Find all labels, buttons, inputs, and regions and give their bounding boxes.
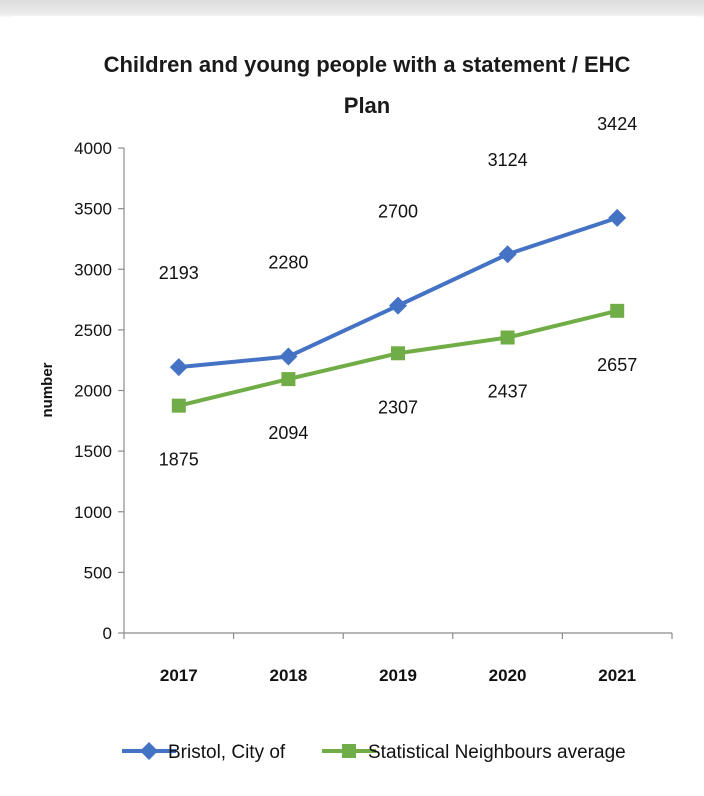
data-label: 2437 — [488, 382, 528, 402]
y-tick-label: 2500 — [74, 321, 112, 340]
y-axis-label: number — [39, 362, 56, 417]
y-tick-label: 0 — [103, 624, 112, 643]
legend: Bristol, City of Statistical Neighbours a… — [122, 742, 626, 763]
diamond-marker — [169, 358, 188, 377]
legend-label: Bristol, City of — [168, 742, 286, 763]
square-marker — [500, 330, 515, 345]
diamond-marker — [608, 208, 627, 227]
y-tick-label: 3000 — [74, 260, 112, 279]
series-statistical-neighbours: 1875 2094 2307 2437 2657 — [159, 303, 637, 470]
chart-title-line-2: Plan — [344, 93, 390, 118]
series-bristol: 2193 2280 2700 3124 3424 — [159, 114, 637, 377]
data-label: 2307 — [378, 397, 418, 417]
y-tick-label: 3500 — [74, 200, 112, 219]
axes: 0 500 1000 1500 2000 2500 3000 3500 4000 2017 2018… — [74, 139, 673, 685]
chart-title-line-1: Children and young people with a stateme… — [104, 52, 631, 77]
diamond-marker — [498, 245, 517, 264]
diamond-marker — [389, 296, 407, 315]
series-line — [178, 215, 618, 370]
data-label: 3424 — [597, 114, 637, 134]
data-label: 1875 — [159, 450, 199, 470]
data-label: 2700 — [378, 202, 418, 222]
diamond-marker — [279, 347, 298, 366]
data-label: 2094 — [268, 423, 308, 443]
y-tick-label: 2000 — [74, 382, 112, 401]
data-label: 2657 — [597, 355, 637, 375]
x-tick-label: 2018 — [269, 666, 307, 685]
square-marker — [171, 398, 186, 413]
legend-square-marker — [342, 744, 356, 758]
y-tick-label: 500 — [84, 563, 112, 582]
x-tick-label: 2017 — [160, 666, 198, 685]
legend-item: Statistical Neighbours average — [322, 742, 626, 763]
square-marker — [281, 372, 296, 387]
y-tick-label: 1500 — [74, 442, 112, 461]
data-label: 2193 — [159, 263, 199, 283]
legend-diamond-marker — [140, 742, 158, 760]
x-tick-label: 2020 — [489, 666, 527, 685]
x-tick-label: 2019 — [379, 666, 417, 685]
x-tick-label: 2021 — [598, 666, 636, 685]
square-marker — [610, 303, 625, 318]
y-tick-label: 1000 — [74, 503, 112, 522]
data-label: 2280 — [268, 253, 308, 273]
data-label: 3124 — [488, 150, 528, 170]
y-tick-label: 4000 — [74, 139, 112, 158]
legend-item: Bristol, City of — [122, 742, 286, 763]
chart-panel — [12, 16, 698, 790]
series-layer: 2193 2280 2700 3124 3424 1875 2094 2307 2437 2657 — [159, 114, 637, 470]
legend-label: Statistical Neighbours average — [368, 742, 626, 763]
square-marker — [391, 346, 405, 361]
